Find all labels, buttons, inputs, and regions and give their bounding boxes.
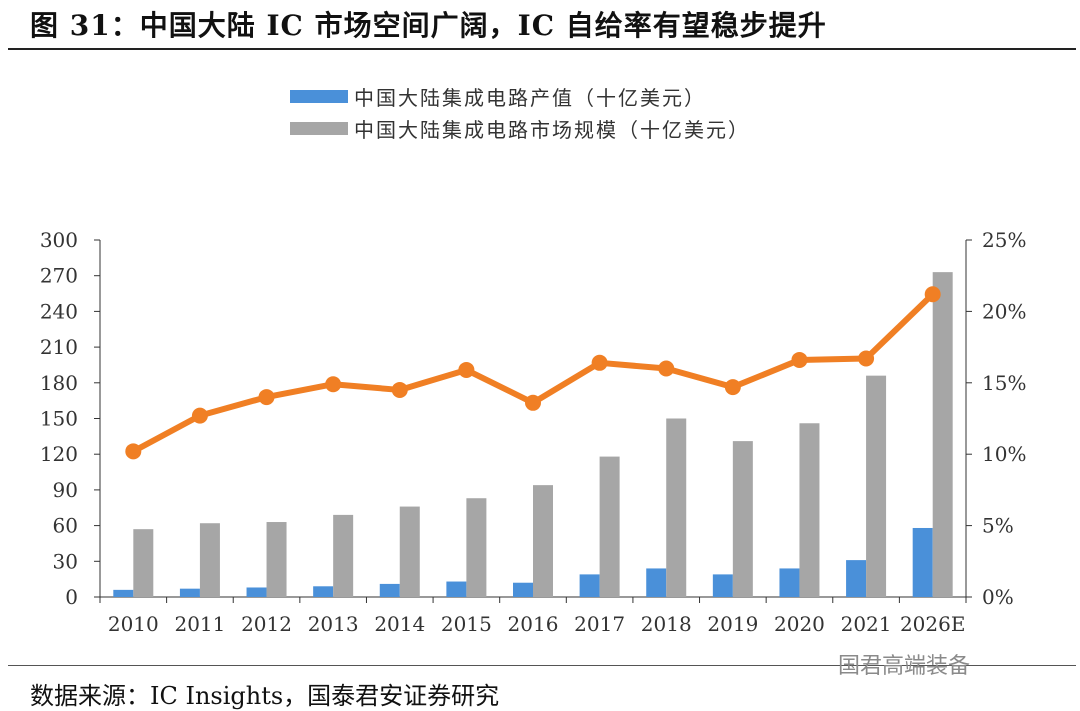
y-tick-label-left: 270 (40, 264, 78, 288)
bar-production (779, 568, 800, 597)
y-tick-label-left: 150 (40, 407, 78, 431)
legend-swatch-production (290, 89, 348, 103)
y-tick-label-right: 15% (982, 371, 1026, 395)
legend-item-production: 中国大陆集成电路产值（十亿美元） (290, 80, 750, 112)
x-tick-label: 2015 (441, 612, 492, 636)
bar-market (266, 522, 287, 597)
x-tick-label: 2018 (641, 612, 692, 636)
y-tick-label-left: 30 (53, 549, 78, 573)
y-tick-label-left: 0 (65, 585, 78, 609)
y-tick-label-right: 10% (982, 442, 1026, 466)
bar-market (866, 375, 887, 597)
x-tick-label: 2016 (508, 612, 559, 636)
bar-market (399, 506, 420, 597)
ratio-point (458, 361, 475, 378)
y-tick-label-right: 5% (982, 514, 1014, 538)
ratio-point (125, 443, 142, 460)
legend-label-production: 中国大陆集成电路产值（十亿美元） (354, 85, 706, 110)
bar-market (732, 441, 753, 597)
bar-production (712, 574, 733, 597)
x-tick-label: 2012 (241, 612, 292, 636)
figure-title: 图 31：中国大陆 IC 市场空间广阔，IC 自给率有望稳步提升 (30, 9, 827, 42)
ratio-point (858, 350, 875, 367)
ratio-point (391, 381, 408, 398)
bar-production (379, 583, 400, 597)
bar-production (179, 588, 200, 597)
ratio-point (591, 354, 608, 371)
bar-production (313, 586, 334, 597)
x-tick-label: 2019 (707, 612, 758, 636)
ratio-point (191, 407, 208, 424)
watermark: 国君高端装备 (838, 654, 971, 679)
y-tick-label-left: 60 (53, 514, 78, 538)
bar-production (846, 560, 867, 597)
y-tick-label-right: 0% (982, 585, 1014, 609)
legend-swatch-market (290, 121, 348, 135)
bar-production (579, 574, 600, 597)
y-tick-label-left: 210 (40, 335, 78, 359)
bar-production (912, 527, 933, 597)
y-tick-label-left: 180 (40, 371, 78, 395)
bar-market (199, 523, 220, 597)
top-rule (8, 48, 1076, 50)
bar-production (113, 589, 134, 597)
x-tick-label: 2026E (900, 612, 966, 636)
x-tick-label: 2010 (108, 612, 159, 636)
x-tick-label: 2021 (841, 612, 892, 636)
x-tick-label: 2013 (308, 612, 359, 636)
legend: 中国大陆集成电路产值（十亿美元） 中国大陆集成电路市场规模（十亿美元） (290, 80, 750, 144)
bar-market (799, 423, 820, 597)
ratio-point (724, 379, 741, 396)
bar-market (666, 418, 687, 597)
x-tick-label: 2020 (774, 612, 825, 636)
bar-market (133, 529, 154, 597)
x-tick-label: 2011 (174, 612, 225, 636)
bar-production (513, 582, 533, 597)
x-tick-label: 2017 (574, 612, 625, 636)
ratio-point (658, 360, 675, 377)
bar-production (246, 587, 267, 597)
bar-production (646, 568, 667, 597)
bottom-rule (8, 665, 1076, 666)
ratio-point (325, 376, 342, 393)
source-note: 数据来源：IC Insights，国泰君安证券研究 (30, 682, 500, 710)
bar-market (333, 514, 354, 597)
legend-label-market: 中国大陆集成电路市场规模（十亿美元） (354, 117, 750, 142)
y-tick-label-left: 300 (40, 228, 78, 252)
bar-market (466, 498, 487, 597)
bar-production (446, 581, 467, 597)
ratio-point (791, 351, 808, 368)
ratio-point (525, 394, 541, 411)
y-tick-label-right: 25% (982, 228, 1026, 252)
ratio-point (924, 286, 941, 303)
x-tick-label: 2014 (374, 612, 425, 636)
bar-market (533, 485, 553, 597)
y-tick-label-left: 240 (40, 299, 78, 323)
bar-market (599, 456, 620, 597)
ratio-point (258, 389, 275, 406)
y-tick-label-right: 20% (982, 299, 1026, 323)
bar-market (932, 272, 953, 597)
y-tick-label-left: 90 (53, 478, 78, 502)
legend-item-market: 中国大陆集成电路市场规模（十亿美元） (290, 112, 750, 144)
y-tick-label-left: 120 (40, 442, 78, 466)
